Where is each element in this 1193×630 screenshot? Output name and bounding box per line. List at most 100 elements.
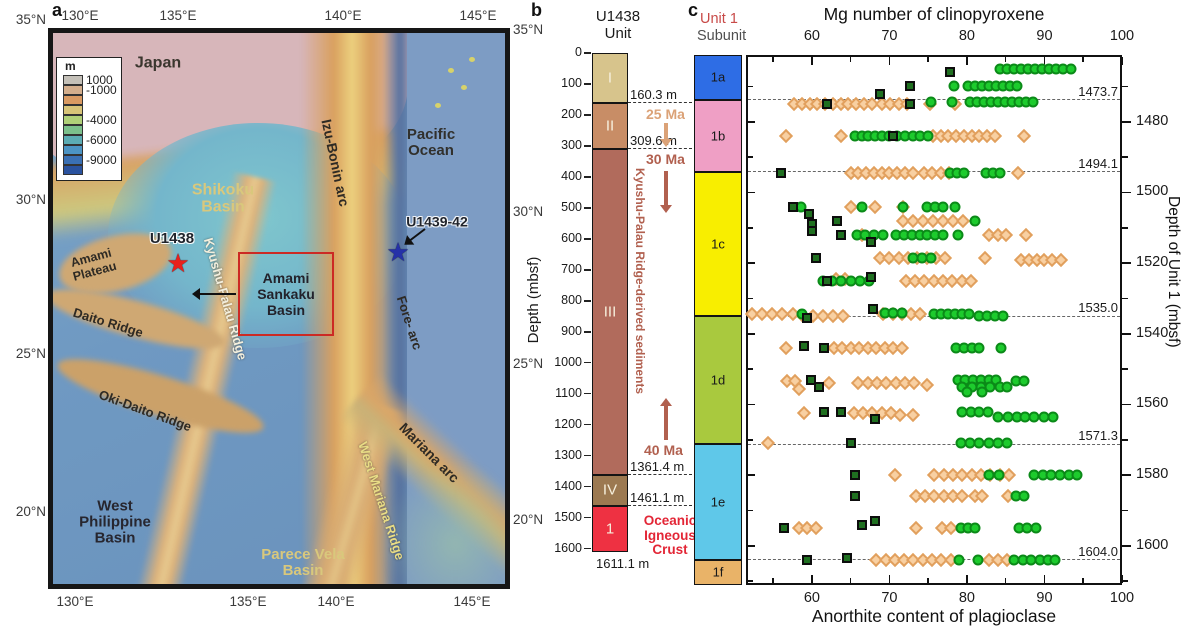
- strat-depth-tick-label: 600: [561, 230, 582, 245]
- depth-tick-left: [748, 156, 753, 158]
- map-axis-label-top: 140°E: [324, 8, 362, 23]
- subunit-label-1b: 1b: [710, 128, 726, 144]
- panel-b-label: b: [531, 0, 542, 20]
- x-minor-tick-bottom: [927, 578, 929, 583]
- depth-tick-left: [748, 580, 753, 582]
- dark-square-point: [905, 99, 916, 110]
- island-dot: [435, 103, 441, 108]
- strat-depth-tick-label: 900: [561, 323, 582, 338]
- x-minor-tick-top: [772, 57, 774, 62]
- depth-tick-left: [748, 297, 753, 300]
- depth-tick-right: [1122, 191, 1131, 194]
- map-label-u1438: U1438: [149, 229, 195, 247]
- map-colorbar: m 1000 -1000 -4000 -6000 -9000: [56, 57, 122, 181]
- strat-depth-tick-label: 100: [561, 75, 582, 90]
- map-axis-label-top: 145°E: [459, 8, 497, 23]
- dark-square-point: [841, 553, 852, 564]
- x-tick-bottom: [811, 575, 813, 583]
- x-minor-tick-top: [849, 57, 852, 62]
- depth-tick-left: [748, 85, 753, 88]
- colorbar-segment: [63, 85, 83, 95]
- cpx-mg-point: [976, 386, 988, 398]
- panel-a-label: a: [52, 0, 63, 20]
- map-axis-label-left: 25°N: [15, 346, 46, 361]
- x-tick-bottom: [1121, 575, 1123, 583]
- colorbar-segment: [63, 115, 83, 125]
- dark-square-point: [846, 438, 857, 449]
- cpx-mg-point: [997, 310, 1009, 322]
- depth-tick-right: [1122, 333, 1131, 335]
- x-tick-label-bottom: 70: [881, 590, 898, 606]
- cpx-mg-point: [922, 130, 934, 142]
- subunit-1c: [694, 171, 742, 317]
- x-tick-top: [1121, 57, 1123, 65]
- cpx-mg-point: [1001, 437, 1013, 449]
- cpx-mg-point: [1027, 96, 1039, 108]
- x-minor-tick-bottom: [1082, 578, 1084, 583]
- cpx-mg-point: [992, 411, 1004, 423]
- strat-depth-tick-label: 1100: [555, 385, 582, 400]
- strat-depth-tick: [584, 145, 591, 147]
- depth-tick-left: [748, 333, 755, 335]
- depth-tick-left: [748, 368, 753, 370]
- x-tick-label-top: 100: [1109, 28, 1135, 44]
- cpx-mg-point: [856, 201, 868, 213]
- cpx-mg-point: [937, 201, 949, 213]
- kyushu-palau-sediments-label: Kyushu-Palau Ridge-derived sediments: [633, 168, 647, 395]
- subunit-label-1d: 1d: [710, 372, 726, 388]
- map-axis-label-right: 25°N: [513, 356, 544, 371]
- dark-square-point: [831, 215, 842, 226]
- depth-tick-right: [1122, 121, 1131, 123]
- strat-depth-tick-label: 1200: [554, 416, 582, 431]
- dark-square-point: [818, 342, 829, 353]
- x-minor-tick-top: [1004, 57, 1007, 62]
- dark-square-point: [802, 554, 813, 565]
- subunit-boundary-depth-label: 1494.1: [1078, 155, 1118, 171]
- cpx-mg-point: [1030, 522, 1042, 534]
- depth-tick-right: [1122, 439, 1128, 441]
- x-minor-tick-top: [927, 57, 929, 62]
- depth-tick-left: [748, 191, 755, 194]
- x-tick-label-top: 90: [1036, 28, 1053, 44]
- x-minor-tick-top: [1082, 57, 1084, 62]
- strat-unit-I: [592, 53, 628, 103]
- x-minor-tick-bottom: [849, 578, 852, 583]
- depth-tick-right: [1122, 297, 1128, 300]
- cpx-mg-point: [963, 308, 975, 320]
- cpx-mg-point: [969, 215, 981, 227]
- u1439-42-star-marker: ★: [386, 237, 410, 267]
- strat-depth-tick-label: 1300: [554, 447, 582, 462]
- cpx-mg-point: [946, 96, 958, 108]
- strat-depth-tick-label: 1400: [554, 478, 582, 493]
- u1438-star-marker: ★: [166, 248, 190, 278]
- panel-c-label: c: [688, 0, 699, 20]
- strat-boundary-dashed-line: [628, 147, 692, 149]
- map-axis-label-bottom: 135°E: [229, 594, 267, 609]
- cpx-mg-point: [949, 201, 961, 213]
- strat-depth-tick-label: 1600: [554, 540, 582, 555]
- depth-tick-right: [1122, 368, 1128, 370]
- cpx-mg-point: [972, 554, 984, 566]
- x-tick-top: [966, 57, 968, 65]
- depth-tick-label-right: 1480: [1136, 112, 1169, 129]
- subunit-label-1e: 1e: [710, 494, 726, 510]
- se-ridge-tint-shape: [383, 461, 505, 584]
- dark-square-point: [850, 470, 861, 481]
- map-label-pacific-ocean: Pacific Ocean: [406, 125, 456, 159]
- cpx-mg-point: [1001, 381, 1013, 393]
- strat-depth-tick-label: 200: [561, 106, 582, 121]
- dark-square-point: [787, 201, 798, 212]
- hole-bottom-depth-label: 1611.1 m: [596, 556, 650, 571]
- strat-header-unit: Unit: [604, 25, 632, 42]
- subunit-boundary-depth-label: 1473.7: [1078, 83, 1118, 99]
- dark-square-point: [821, 275, 832, 286]
- x-tick-top: [1043, 57, 1046, 65]
- x-tick-label-bottom: 80: [958, 590, 976, 606]
- subunit-boundary-depth-label: 1535.0: [1078, 300, 1118, 316]
- dark-square-point: [850, 491, 861, 502]
- dark-square-point: [870, 516, 881, 527]
- dark-square-point: [778, 523, 789, 534]
- cpx-mg-point: [1011, 80, 1023, 92]
- dark-square-point: [875, 88, 886, 99]
